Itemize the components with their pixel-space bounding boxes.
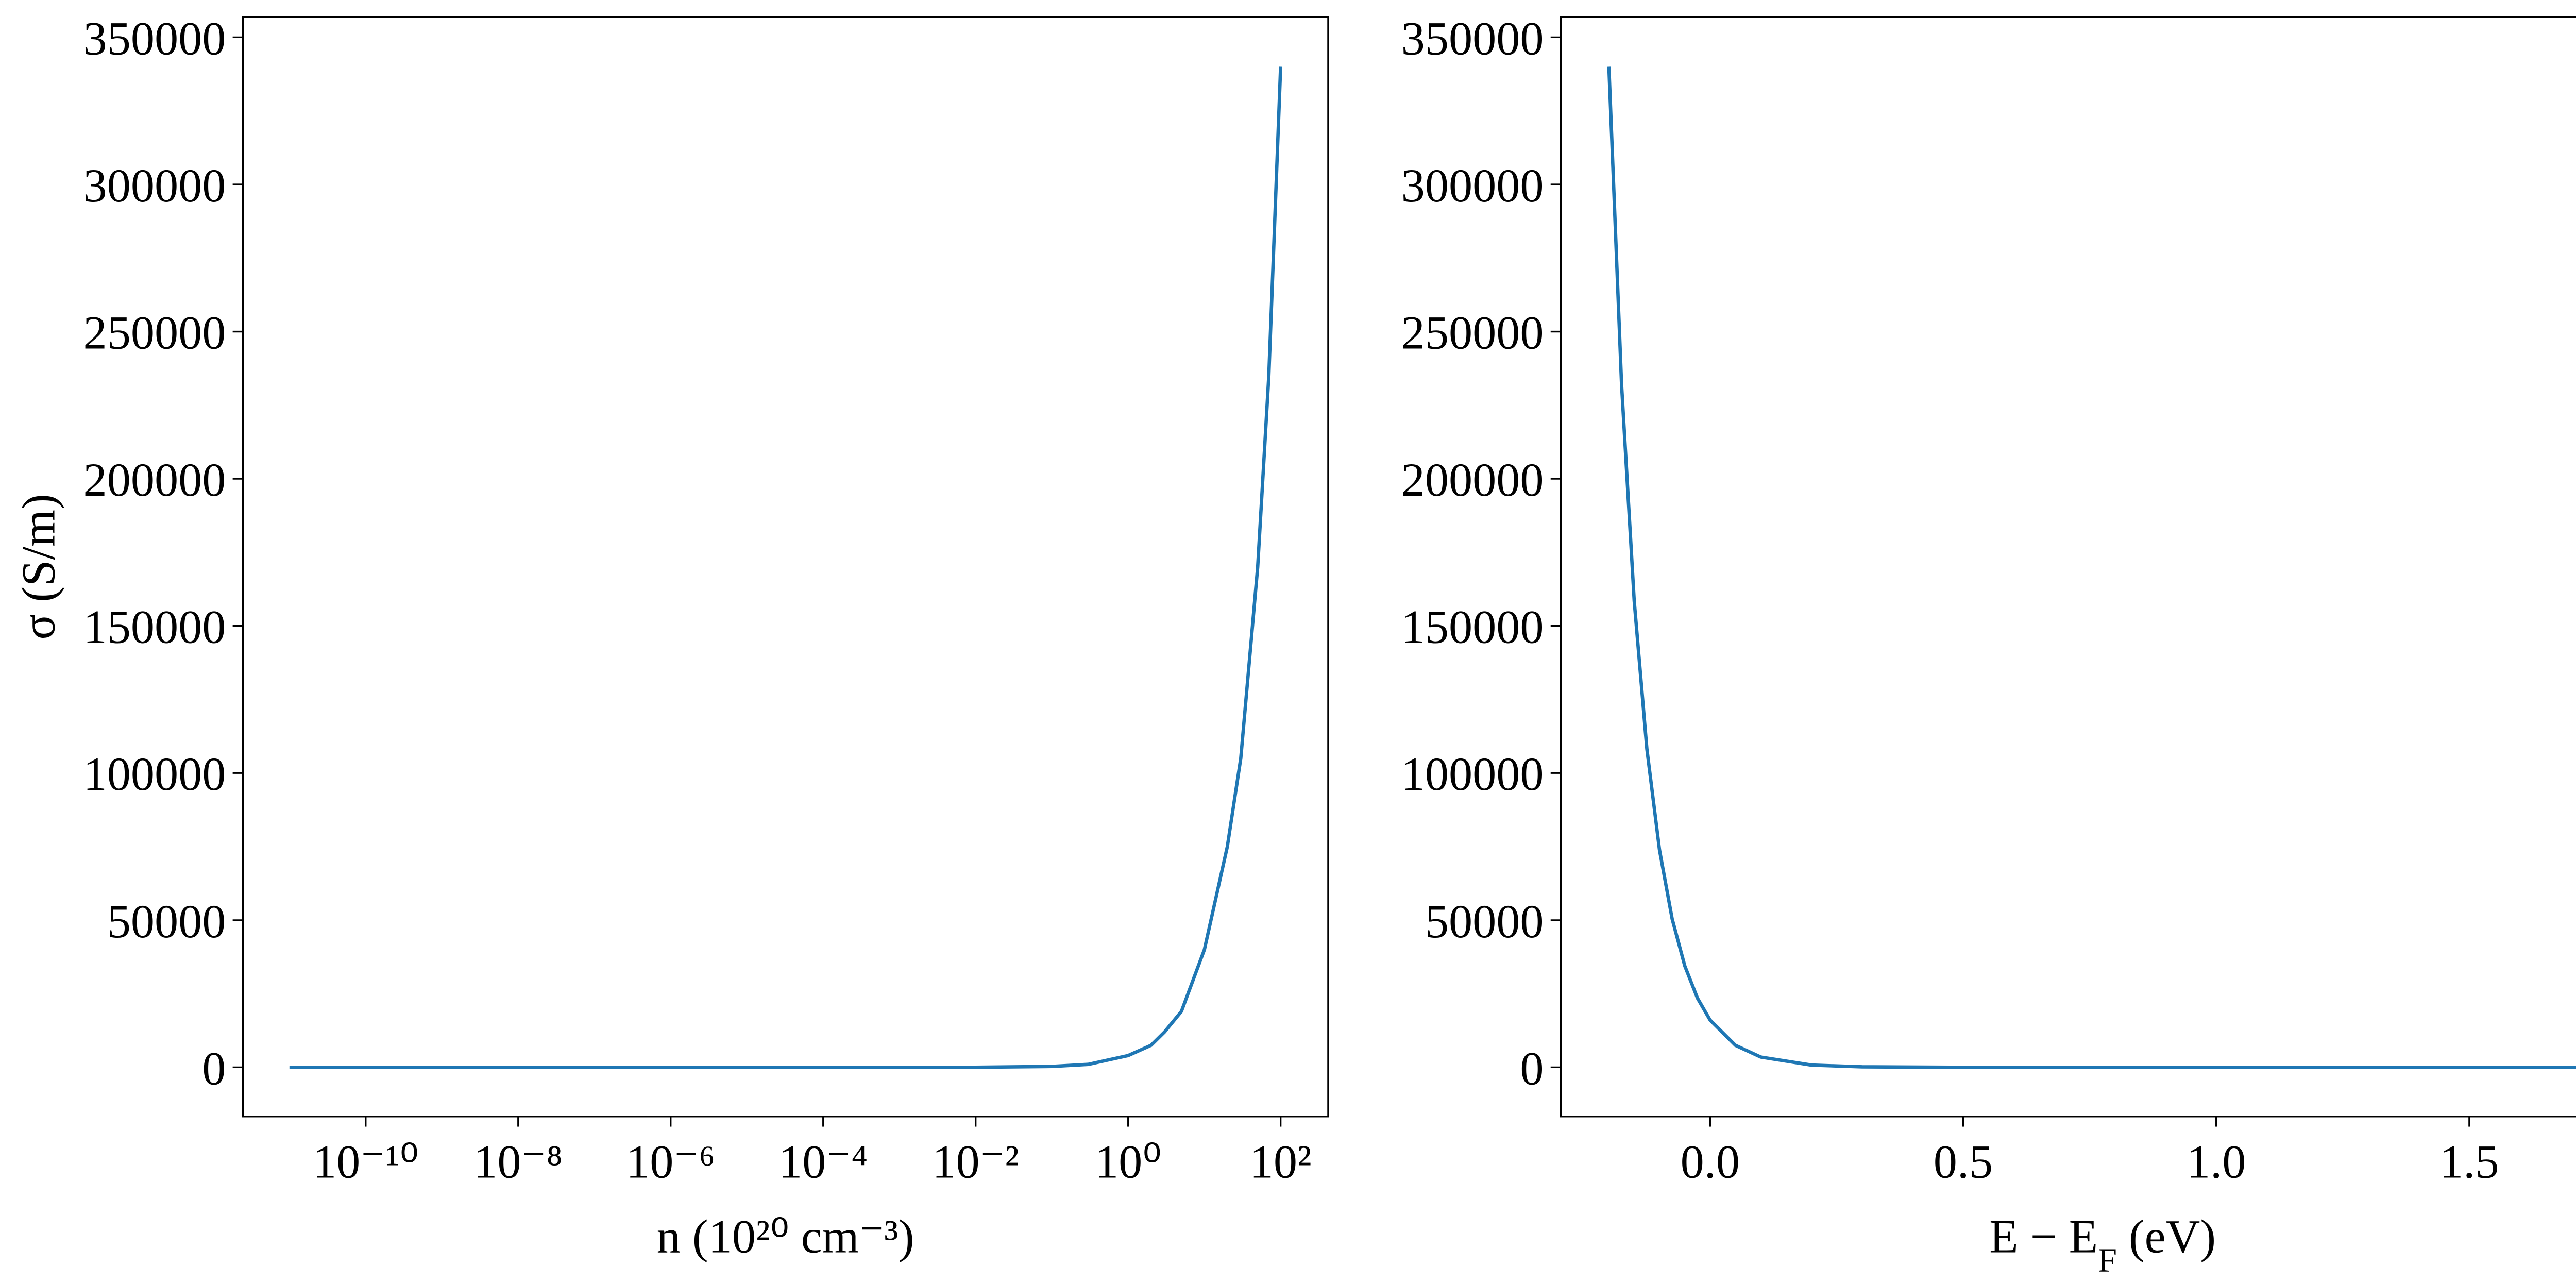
y-tick-label: 350000: [1401, 12, 1544, 64]
y-tick-label: 0: [1520, 1042, 1544, 1094]
x-tick-label: 10⁰: [1095, 1136, 1161, 1188]
y-tick-label: 200000: [1401, 453, 1544, 506]
x-tick-label: 10⁻²: [932, 1136, 1019, 1188]
y-tick-label: 350000: [83, 12, 226, 64]
y-axis-label: σ (S/m): [12, 494, 65, 639]
x-tick-label: 0.0: [1681, 1136, 1740, 1188]
x-tick-label: 1.0: [2187, 1136, 2246, 1188]
y-tick-label: 100000: [1401, 748, 1544, 800]
x-tick-label: 10⁻⁸: [473, 1136, 563, 1188]
y-tick-label: 150000: [1401, 601, 1544, 653]
x-tick-label: 10⁻⁶: [626, 1136, 715, 1188]
x-tick-label: 10⁻¹⁰: [313, 1136, 419, 1188]
y-tick-label: 150000: [83, 601, 226, 653]
x-axis-label: E − EF (eV): [1989, 1210, 2216, 1279]
data-line: [1607, 66, 2576, 1069]
y-tick-label: 200000: [83, 453, 226, 506]
y-tick-label: 50000: [107, 895, 226, 948]
y-tick-label: 250000: [1401, 307, 1544, 359]
x-tick-label: 0.5: [1934, 1136, 1993, 1188]
y-tick-label: 50000: [1425, 895, 1544, 948]
data-line: [289, 66, 1282, 1069]
x-tick-label: 10⁻⁴: [778, 1136, 868, 1188]
x-tick-label: 1.5: [2439, 1136, 2499, 1188]
y-tick-label: 0: [202, 1042, 226, 1094]
y-tick-label: 300000: [1401, 159, 1544, 212]
y-tick-label: 100000: [83, 748, 226, 800]
x-axis-label: n (10²⁰ cm⁻³): [657, 1210, 914, 1263]
axes-frame: [242, 16, 1329, 1118]
axes-frame: [1560, 16, 2576, 1118]
y-tick-label: 300000: [83, 159, 226, 212]
x-tick-label: 10²: [1250, 1136, 1312, 1188]
y-tick-label: 250000: [83, 307, 226, 359]
